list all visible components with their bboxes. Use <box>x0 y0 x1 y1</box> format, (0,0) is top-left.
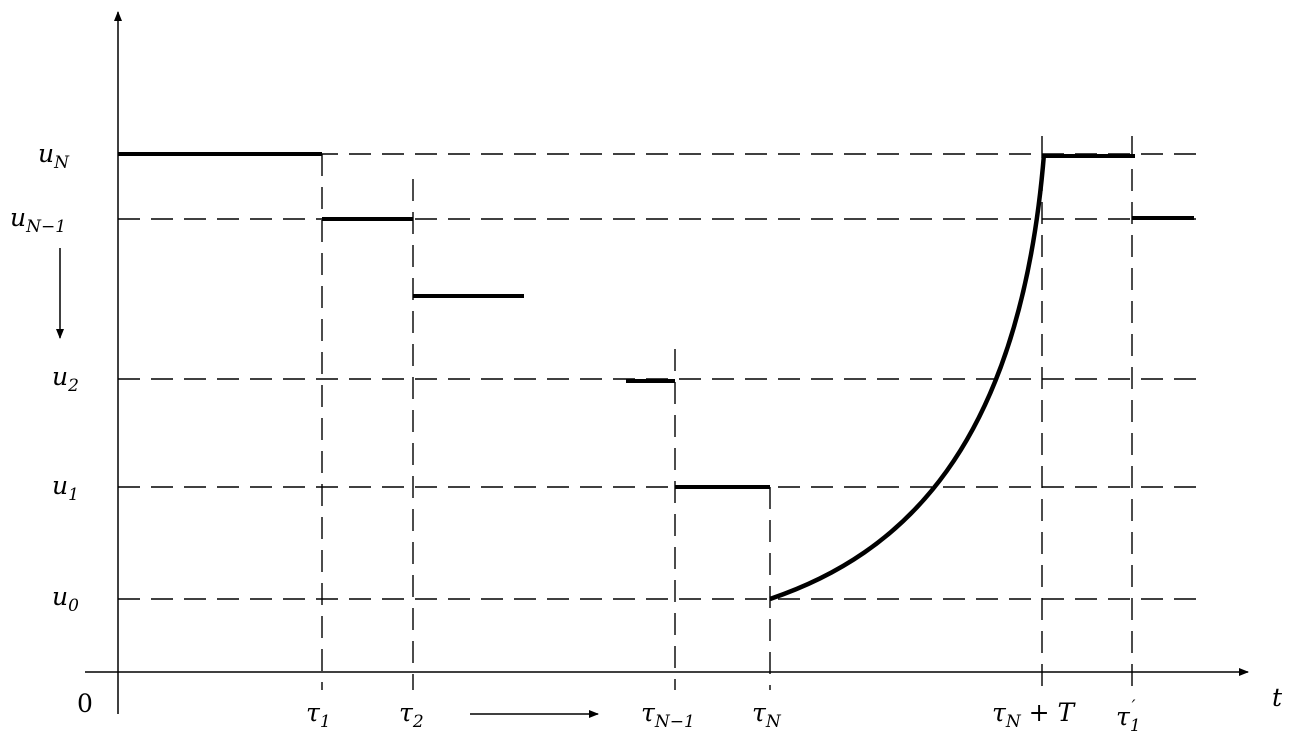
label-u0: u0 <box>52 582 79 616</box>
label-t: t <box>1272 683 1283 712</box>
label-tau1: τ1 <box>306 698 331 732</box>
recovery-curve <box>769 153 1047 602</box>
label-origin: 0 <box>77 689 93 718</box>
label-tau1prime: τ1′ <box>1116 697 1141 736</box>
label-u2: u2 <box>52 362 79 396</box>
label-tau2: τ2 <box>399 698 424 732</box>
label-uN: uN <box>38 139 70 173</box>
label-tauN1: τN−1 <box>641 698 695 732</box>
label-u1: u1 <box>52 471 79 505</box>
label-uN1: uN−1 <box>10 203 66 237</box>
label-tauN: τN <box>752 698 782 732</box>
label-tauNT: τN + T <box>992 698 1077 732</box>
